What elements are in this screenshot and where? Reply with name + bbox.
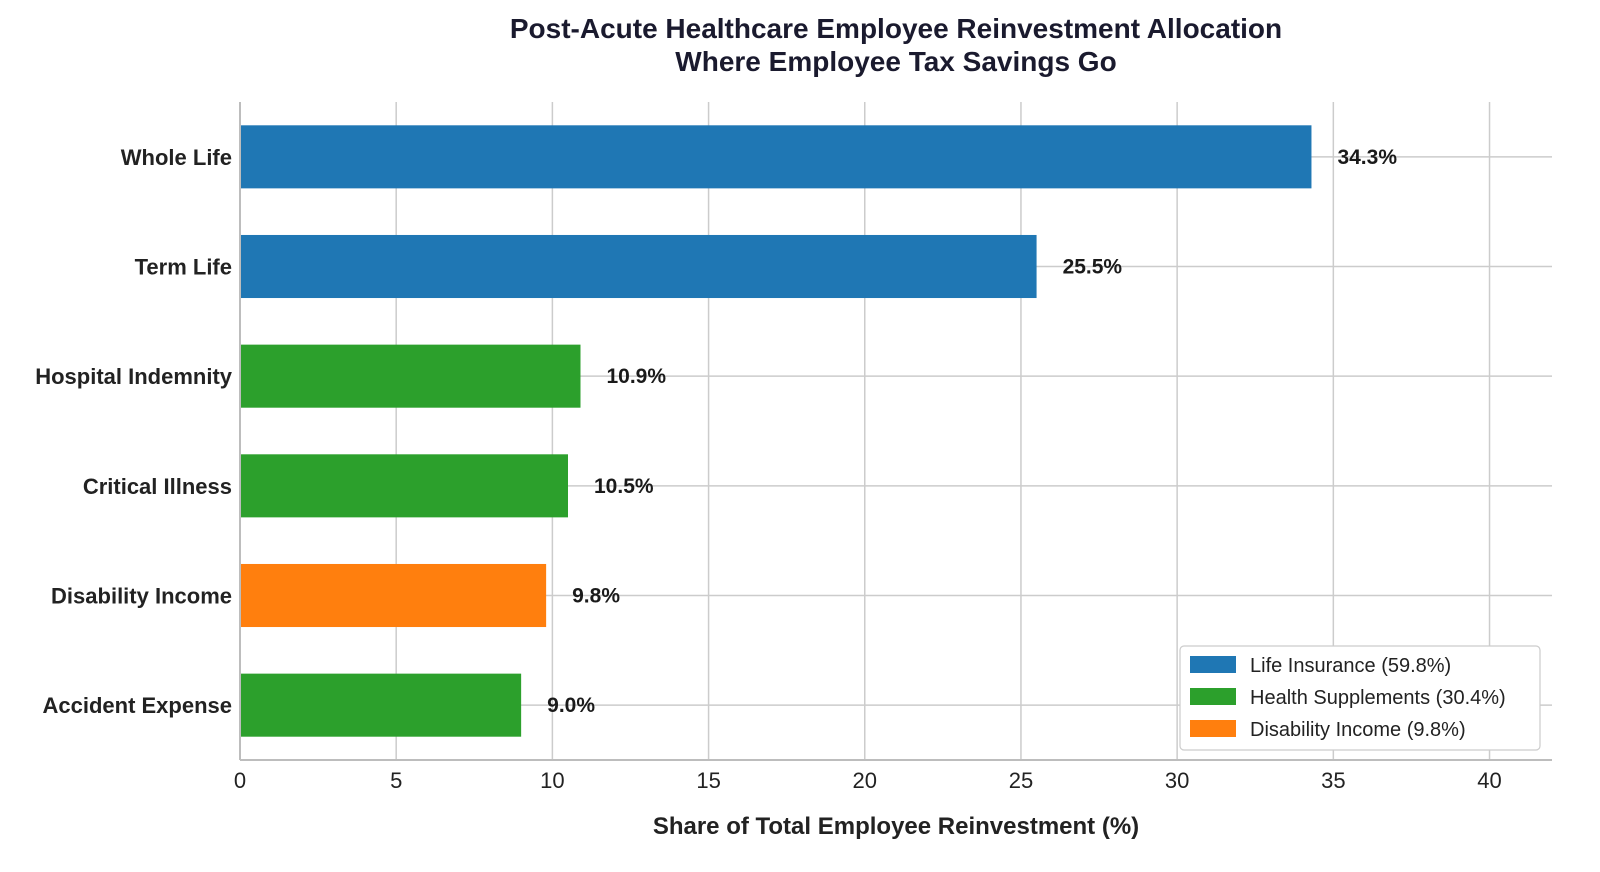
x-axis-title: Share of Total Employee Reinvestment (%) <box>653 813 1139 840</box>
category-label: Disability Income <box>51 584 232 609</box>
bar-value-label: 10.5% <box>594 475 654 498</box>
chart-subtitle: Where Employee Tax Savings Go <box>675 46 1116 77</box>
bar-hospital-indemnity <box>241 344 581 408</box>
category-label: Term Life <box>135 255 232 280</box>
x-tick-label: 10 <box>540 768 564 793</box>
legend-entry-label: Life Insurance (59.8%) <box>1250 655 1451 677</box>
bar-value-labels: 34.3% 25.5% 10.9% 10.5% 9.8% 9.0% <box>547 146 1397 717</box>
x-tick-label: 35 <box>1321 768 1345 793</box>
x-tick-labels: 0 5 10 15 20 25 30 35 40 <box>234 768 1502 793</box>
x-tick-label: 0 <box>234 768 246 793</box>
x-tick-label: 30 <box>1165 768 1189 793</box>
x-tick-label: 40 <box>1477 768 1501 793</box>
x-tick-label: 20 <box>853 768 877 793</box>
bar-disability-income <box>241 563 547 628</box>
legend-box <box>1179 645 1541 751</box>
category-label: Critical Illness <box>83 474 232 499</box>
legend[interactable]: Life Insurance (59.8%) Health Supplements… <box>1179 645 1541 751</box>
chart-title-line-1: Post-Acute Healthcare Employee Reinvestm… <box>510 13 1282 44</box>
legend-swatch <box>1190 656 1236 673</box>
x-tick-label: 5 <box>390 768 402 793</box>
category-label: Hospital Indemnity <box>35 364 233 389</box>
bar-value-label: 25.5% <box>1063 256 1123 279</box>
category-label: Whole Life <box>121 145 232 170</box>
bar-value-label: 9.8% <box>572 585 620 608</box>
x-tick-label: 15 <box>696 768 720 793</box>
chart-title: Post-Acute Healthcare Employee Reinvestm… <box>510 13 1282 77</box>
bar-whole-life <box>241 125 1312 189</box>
x-tick-label: 25 <box>1009 768 1033 793</box>
bar-accident-expense <box>241 673 522 737</box>
bar-value-label: 9.0% <box>547 694 595 717</box>
bar-term-life <box>241 234 1037 299</box>
legend-swatch <box>1190 720 1236 737</box>
legend-entry-label: Disability Income (9.8%) <box>1250 719 1466 741</box>
legend-swatch <box>1190 688 1236 705</box>
category-label: Accident Expense <box>42 693 232 718</box>
category-labels: Whole Life Term Life Hospital Indemnity Cri… <box>35 145 233 718</box>
legend-entry-label: Health Supplements (30.4%) <box>1250 687 1506 709</box>
bar-value-label: 10.9% <box>606 365 666 388</box>
bar-value-label: 34.3% <box>1337 146 1397 169</box>
bars <box>241 125 1312 737</box>
bar-critical-illness <box>241 454 568 518</box>
axes <box>239 102 1552 761</box>
